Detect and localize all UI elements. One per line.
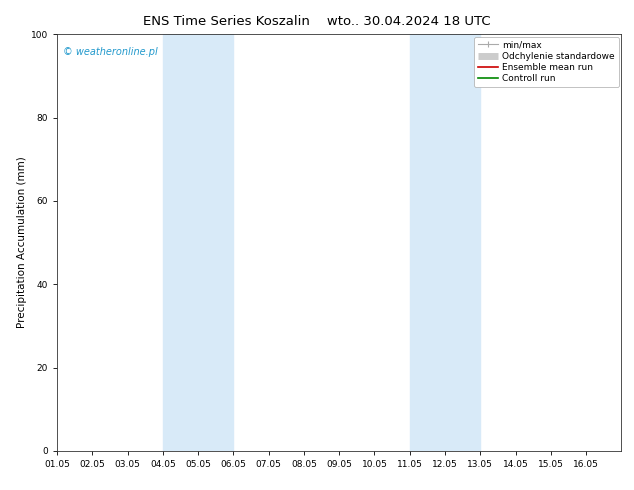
Text: © weatheronline.pl: © weatheronline.pl bbox=[63, 47, 157, 57]
Bar bbox=[163, 34, 233, 451]
Text: ENS Time Series Koszalin    wto.. 30.04.2024 18 UTC: ENS Time Series Koszalin wto.. 30.04.202… bbox=[143, 15, 491, 28]
Legend: min/max, Odchylenie standardowe, Ensemble mean run, Controll run: min/max, Odchylenie standardowe, Ensembl… bbox=[474, 37, 619, 87]
Bar bbox=[410, 34, 481, 451]
Y-axis label: Precipitation Accumulation (mm): Precipitation Accumulation (mm) bbox=[16, 157, 27, 328]
